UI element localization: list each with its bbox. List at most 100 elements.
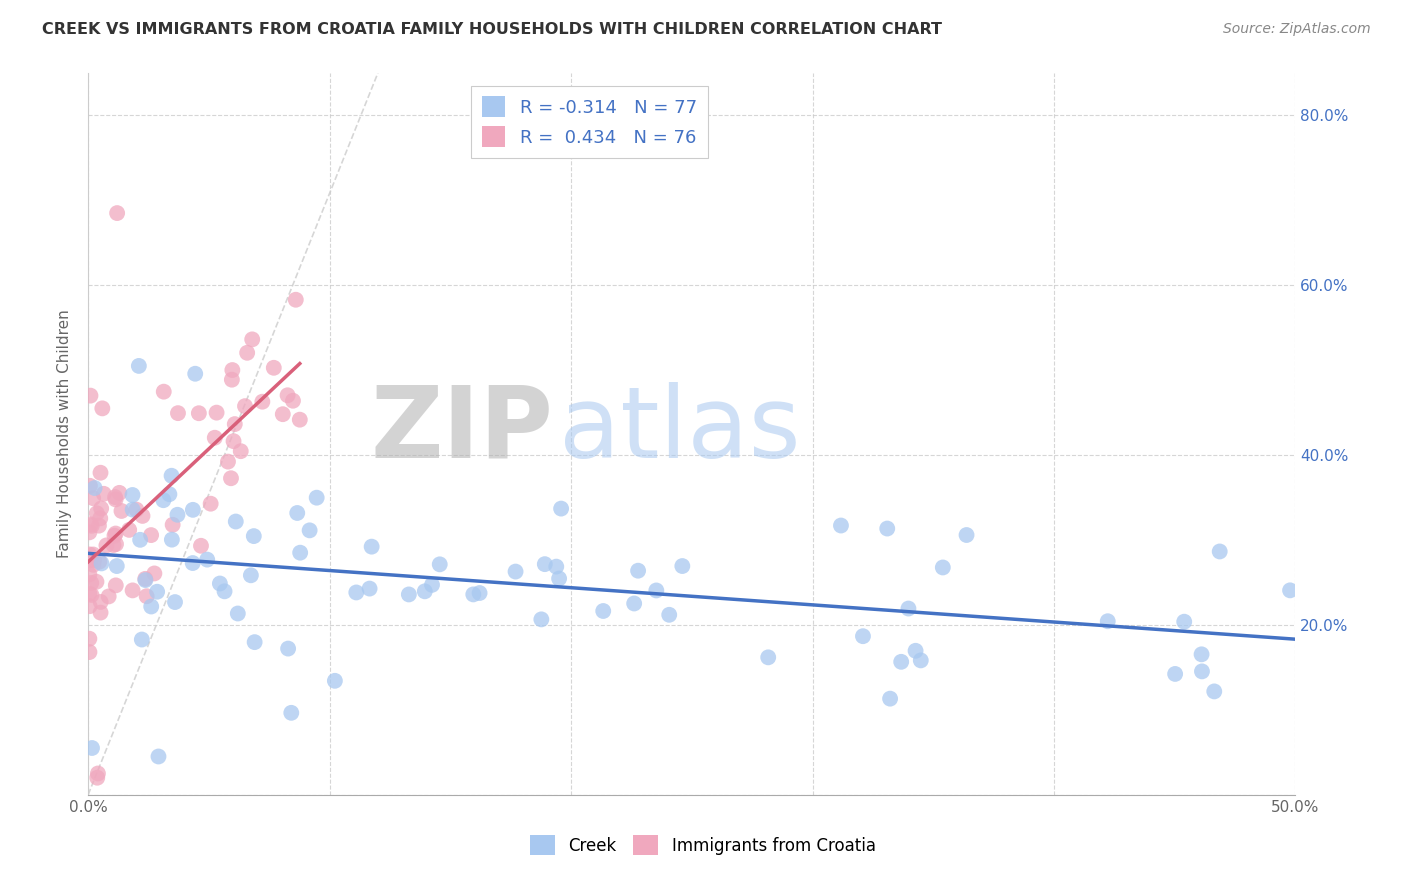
Point	[96, 538, 118, 552]
Point	[89, 511, 111, 525]
Point	[103, 529, 125, 543]
Point	[184, 367, 207, 381]
Point	[79, 645, 101, 659]
Point	[284, 293, 307, 307]
Point	[413, 584, 436, 599]
Point	[148, 749, 170, 764]
Point	[80, 576, 103, 591]
Point	[205, 406, 228, 420]
Point	[243, 635, 266, 649]
Point	[79, 517, 101, 532]
Point	[219, 471, 242, 485]
Point	[146, 584, 169, 599]
Point	[181, 503, 204, 517]
Point	[167, 406, 190, 420]
Point	[277, 641, 299, 656]
Point	[90, 606, 112, 620]
Point	[281, 393, 304, 408]
Point	[252, 394, 274, 409]
Point	[225, 515, 247, 529]
Point	[623, 597, 645, 611]
Point	[876, 522, 898, 536]
Point	[131, 508, 153, 523]
Point	[955, 528, 977, 542]
Point	[79, 525, 101, 540]
Point	[222, 434, 245, 449]
Point	[221, 363, 243, 377]
Point	[1204, 684, 1226, 698]
Point	[1209, 544, 1232, 558]
Point	[263, 360, 285, 375]
Point	[592, 604, 614, 618]
Point	[104, 578, 127, 592]
Point	[89, 466, 111, 480]
Point	[236, 346, 259, 360]
Point	[80, 588, 103, 602]
Point	[756, 650, 779, 665]
Point	[277, 388, 299, 402]
Point	[125, 502, 148, 516]
Y-axis label: Family Households with Children: Family Households with Children	[58, 310, 72, 558]
Point	[121, 502, 143, 516]
Point	[160, 533, 183, 547]
Point	[288, 546, 311, 560]
Point	[533, 557, 555, 571]
Point	[90, 501, 112, 516]
Point	[429, 558, 451, 572]
Point	[79, 599, 101, 614]
Point	[208, 576, 231, 591]
Point	[359, 582, 381, 596]
Point	[79, 632, 101, 646]
Point	[671, 559, 693, 574]
Point	[128, 359, 150, 373]
Legend: Creek, Immigrants from Croatia: Creek, Immigrants from Croatia	[523, 829, 883, 862]
Point	[280, 706, 302, 720]
Point	[224, 417, 246, 431]
Point	[135, 589, 157, 603]
Point	[104, 490, 127, 504]
Point	[93, 487, 115, 501]
Point	[1191, 648, 1213, 662]
Point	[79, 586, 101, 600]
Point	[271, 407, 294, 421]
Point	[1164, 667, 1187, 681]
Point	[79, 479, 101, 493]
Point	[398, 587, 420, 601]
Point	[91, 401, 114, 416]
Point	[103, 538, 125, 552]
Point	[645, 583, 668, 598]
Point	[530, 612, 553, 626]
Point	[239, 568, 262, 582]
Point	[121, 488, 143, 502]
Point	[79, 389, 101, 403]
Point	[118, 523, 141, 537]
Point	[243, 529, 266, 543]
Point	[1279, 583, 1302, 598]
Point	[80, 741, 103, 756]
Legend: R = -0.314   N = 77, R =  0.434   N = 76: R = -0.314 N = 77, R = 0.434 N = 76	[471, 86, 707, 158]
Point	[143, 566, 166, 581]
Point	[86, 771, 108, 785]
Point	[152, 384, 174, 399]
Point	[226, 607, 249, 621]
Point	[90, 595, 112, 609]
Point	[108, 486, 131, 500]
Point	[204, 431, 226, 445]
Point	[105, 537, 128, 551]
Point	[910, 653, 932, 667]
Point	[240, 332, 263, 346]
Point	[229, 444, 252, 458]
Point	[932, 560, 955, 574]
Point	[89, 555, 111, 569]
Point	[104, 526, 127, 541]
Point	[129, 533, 152, 547]
Point	[897, 601, 920, 615]
Point	[90, 557, 112, 571]
Point	[181, 556, 204, 570]
Point	[134, 573, 156, 587]
Point	[82, 491, 104, 505]
Point	[134, 572, 156, 586]
Point	[87, 766, 110, 780]
Point	[79, 548, 101, 562]
Point	[166, 508, 188, 522]
